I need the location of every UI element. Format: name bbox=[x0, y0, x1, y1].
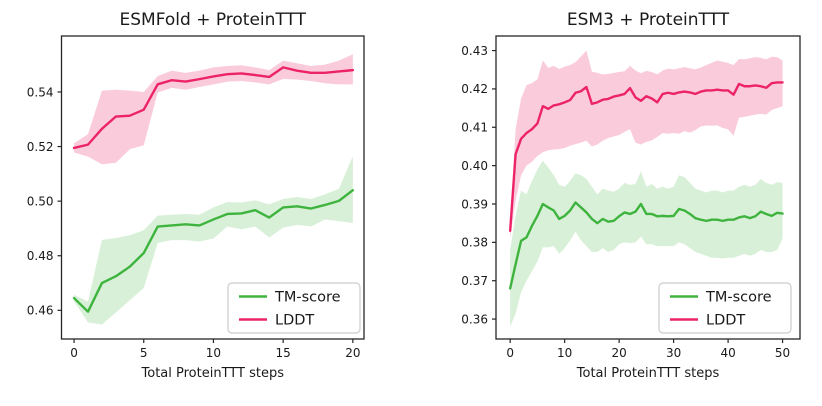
y-tick-label: 0.41 bbox=[461, 121, 488, 135]
y-tick-label: 0.37 bbox=[461, 274, 488, 288]
legend-label: TM-score bbox=[705, 289, 772, 305]
x-axis-label: Total ProteinTTT steps bbox=[576, 366, 720, 381]
y-tick-label: 0.36 bbox=[461, 312, 488, 326]
x-tick-label: 20 bbox=[611, 346, 626, 360]
series-line-lddt bbox=[72, 66, 355, 150]
x-tick-label: 40 bbox=[720, 346, 735, 360]
subplot-esm3-proteinttt: 0 10 20 30 40 50 0.36 0.37 0.38 0.39 0.40 0.41 0.42 0… bbox=[461, 10, 801, 381]
y-tick-label: 0.46 bbox=[27, 304, 54, 318]
confidence-band-lddt bbox=[74, 54, 353, 165]
x-tick-label: 5 bbox=[140, 346, 148, 360]
subplot-esmfold-proteinttt: 0 5 10 15 20 0.46 0.48 0.50 0.52 0.54 ESMFold + Pr… bbox=[27, 10, 365, 381]
chart-title: ESMFold + ProteinTTT bbox=[120, 10, 307, 30]
y-tick-label: 0.52 bbox=[27, 140, 54, 154]
y-tick-label: 0.39 bbox=[461, 197, 488, 211]
legend-label: TM-score bbox=[274, 289, 341, 305]
y-tick-label: 0.50 bbox=[27, 194, 54, 208]
y-tick-label: 0.38 bbox=[461, 236, 488, 250]
plot-border bbox=[60, 35, 365, 340]
series-line-tm-score bbox=[508, 201, 784, 290]
confidence-band-lddt bbox=[510, 50, 783, 239]
y-tick-label: 0.54 bbox=[27, 85, 54, 99]
confidence-band-tm-score bbox=[74, 156, 353, 325]
plot-border bbox=[495, 35, 801, 340]
confidence-band-tm-score bbox=[510, 160, 783, 327]
x-tick-label: 10 bbox=[206, 346, 221, 360]
chart-title: ESM3 + ProteinTTT bbox=[567, 10, 730, 30]
series-line-tm-score bbox=[72, 189, 355, 313]
x-axis-label: Total ProteinTTT steps bbox=[141, 366, 285, 381]
x-tick-label: 0 bbox=[70, 346, 78, 360]
series-line-lddt bbox=[508, 81, 784, 233]
legend-label: LDDT bbox=[706, 312, 745, 328]
y-tick-label: 0.40 bbox=[461, 159, 488, 173]
y-tick-label: 0.48 bbox=[27, 249, 54, 263]
x-tick-label: 30 bbox=[666, 346, 681, 360]
x-tick-label: 15 bbox=[276, 346, 291, 360]
x-tick-label: 10 bbox=[557, 346, 572, 360]
y-tick-label: 0.43 bbox=[461, 44, 488, 58]
x-tick-label: 50 bbox=[775, 346, 790, 360]
legend-label: LDDT bbox=[275, 312, 314, 328]
y-tick-label: 0.42 bbox=[461, 82, 488, 96]
x-tick-label: 0 bbox=[506, 346, 514, 360]
x-tick-label: 20 bbox=[345, 346, 360, 360]
